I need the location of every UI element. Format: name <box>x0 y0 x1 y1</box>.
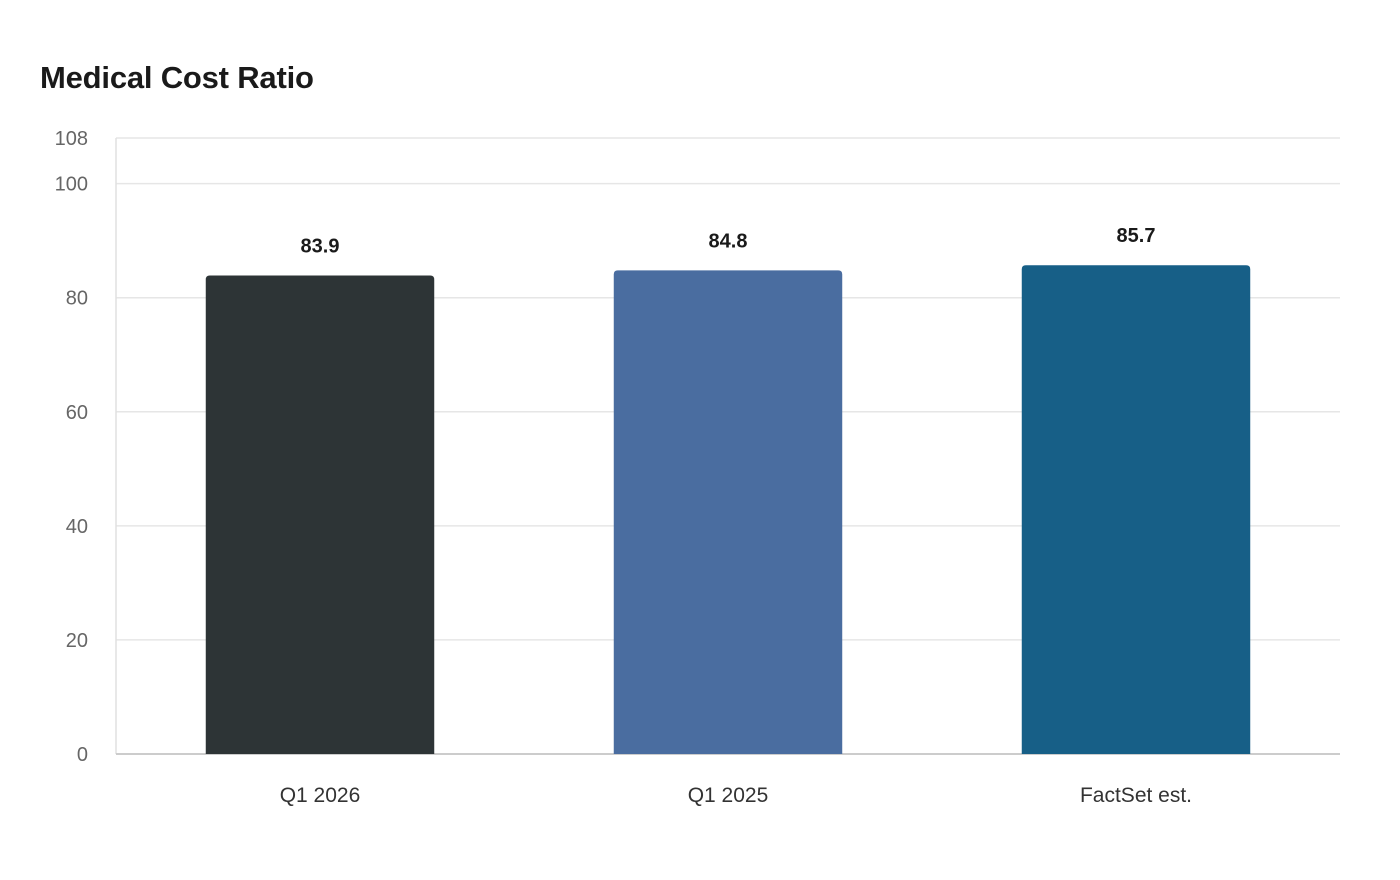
y-tick-label: 0 <box>77 744 88 766</box>
bars <box>205 265 1251 754</box>
x-tick-label: Q1 2026 <box>280 784 361 807</box>
y-tick-label: 20 <box>66 630 88 652</box>
x-tick-label: Q1 2025 <box>688 784 769 807</box>
y-tick-label: 80 <box>66 288 88 310</box>
y-tick-labels: 0 20 40 60 80 100 108 <box>55 128 88 766</box>
x-tick-labels: Q1 2026 Q1 2025 FactSet est. <box>280 784 1192 807</box>
y-tick-label: 108 <box>55 128 88 150</box>
bar <box>613 270 843 754</box>
bar-value-label: 83.9 <box>301 235 340 257</box>
chart-title: Medical Cost Ratio <box>40 60 314 95</box>
bar <box>1021 265 1251 754</box>
value-labels: 83.9 84.8 85.7 <box>301 225 1156 257</box>
y-tick-label: 100 <box>55 174 88 196</box>
y-tick-label: 40 <box>66 516 88 538</box>
x-tick-label: FactSet est. <box>1080 784 1192 807</box>
bar-value-label: 84.8 <box>709 230 748 252</box>
bar-value-label: 85.7 <box>1117 225 1156 247</box>
y-tick-label: 60 <box>66 402 88 424</box>
bar <box>205 275 435 754</box>
